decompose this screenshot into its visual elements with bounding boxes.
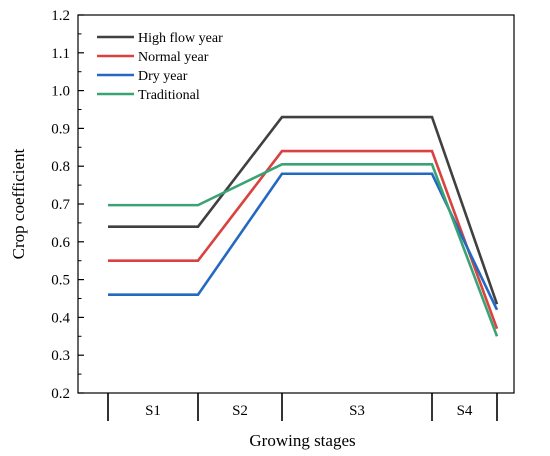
legend-entry: High flow year (138, 31, 223, 46)
y-tick-label: 0.2 (51, 386, 70, 402)
stage-label: S3 (349, 403, 365, 419)
x-axis: S1 S2 S3 S4 (107, 393, 498, 421)
x-axis-label: Growing stages (249, 431, 355, 450)
y-tick-label: 0.6 (51, 235, 70, 251)
series-layer (108, 115, 499, 337)
y-tick-label: 0.5 (51, 273, 70, 289)
stage-label: S4 (457, 403, 473, 419)
y-tick-label: 1.2 (51, 8, 70, 24)
y-axis: 0.2 0.3 0.4 0.5 0.6 0.7 0.8 0.9 1.0 1.1 1.2 (51, 8, 84, 402)
y-tick-label: 0.7 (51, 197, 70, 213)
y-tick-label: 0.4 (51, 310, 70, 326)
y-axis-label: Crop coefficient (9, 148, 28, 259)
legend-entry: Dry year (138, 69, 188, 84)
y-tick-label: 0.3 (51, 348, 70, 364)
series-line-dry-year (108, 172, 499, 311)
legend-entry: Traditional (138, 88, 200, 103)
y-tick-label: 1.1 (51, 46, 70, 62)
y-tick-label: 1.0 (51, 84, 70, 100)
legend-entry: Normal year (138, 50, 209, 65)
y-tick-label: 0.9 (51, 121, 70, 137)
series-line-high-flow-year (108, 115, 499, 305)
y-tick-label: 0.8 (51, 159, 70, 175)
stage-label: S2 (232, 403, 248, 419)
series-line-normal-year (108, 149, 499, 330)
series-line-traditional (108, 163, 499, 337)
legend: High flow year Normal year Dry year Traditi… (97, 31, 223, 103)
stage-label: S1 (145, 403, 161, 419)
